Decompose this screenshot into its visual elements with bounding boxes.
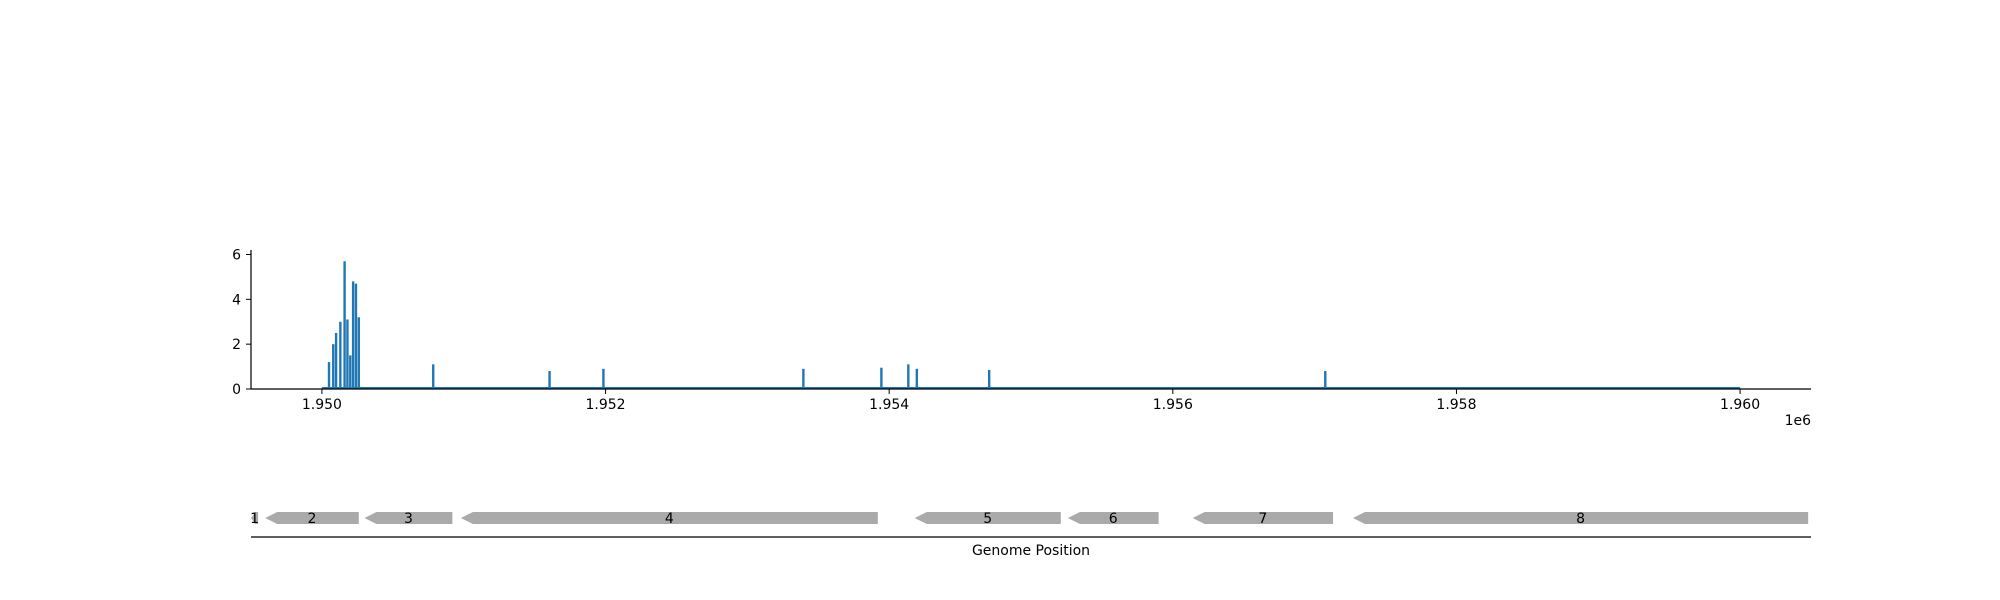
gene-arrows: 1 2 3 4 5 6 7 8: [250, 511, 1809, 527]
gene-arrow: [1192, 512, 1334, 524]
coverage-bars: [327, 261, 1327, 389]
gene-arrow: [1352, 512, 1809, 524]
gene-arrow: [460, 512, 878, 524]
coverage-chart: 1.950 1.952 1.954 1.956 1.958 1.960 0 2 4 6 1e6: [232, 247, 1811, 429]
gene-label: 2: [308, 511, 317, 527]
x-axis-ticks: 1.950 1.952 1.954 1.956 1.958 1.960: [302, 389, 1760, 413]
x-tick-label: 1.950: [302, 397, 342, 413]
gene-track-xlabel: Genome Position: [972, 543, 1090, 559]
gene-label: 6: [1109, 511, 1118, 527]
x-tick-label: 1.954: [869, 397, 909, 413]
gene-label: 4: [665, 511, 674, 527]
x-tick-label: 1.956: [1153, 397, 1193, 413]
gene-label: 3: [404, 511, 413, 527]
gene-arrow: [251, 512, 259, 524]
gene-label: 7: [1258, 511, 1267, 527]
y-tick-label: 6: [232, 247, 241, 263]
y-tick-label: 4: [232, 292, 241, 308]
x-tick-label: 1.958: [1436, 397, 1476, 413]
x-tick-label: 1.952: [585, 397, 625, 413]
y-axis-ticks: 0 2 4 6: [232, 247, 251, 398]
x-tick-label: 1.960: [1720, 397, 1760, 413]
y-tick-label: 0: [232, 382, 241, 398]
gene-arrow: [1067, 512, 1159, 524]
gene-label: 5: [983, 511, 992, 527]
gene-track: 1 2 3 4 5 6 7 8 Genome Position: [250, 511, 1811, 559]
gene-arrow: [265, 512, 359, 524]
gene-arrow: [364, 512, 453, 524]
gene-arrow: [914, 512, 1061, 524]
gene-label: 1: [250, 511, 259, 527]
gene-label: 8: [1576, 511, 1585, 527]
x-axis-offset-label: 1e6: [1785, 413, 1812, 429]
y-tick-label: 2: [232, 337, 241, 353]
